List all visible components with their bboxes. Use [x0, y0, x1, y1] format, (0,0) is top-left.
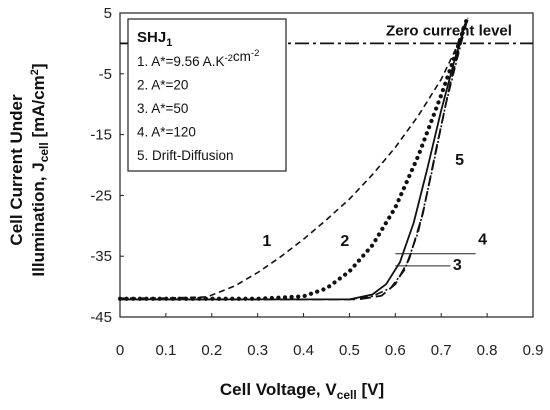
y-axis-title: Cell Current Under Illumination, Jcell […: [7, 63, 51, 276]
x-tick-label: 0.1: [155, 342, 176, 359]
x-tick-label: 0.6: [385, 342, 406, 359]
legend-entry-2: 2. A*=20: [137, 78, 188, 93]
y-tick-label: -35: [90, 248, 112, 265]
curve-label-4: 4: [478, 232, 487, 249]
curve-label-5: 5: [455, 152, 464, 169]
x-tick-label: 0.8: [477, 342, 498, 359]
series-4-line: [120, 15, 470, 301]
legend-entry-1: 1. A*=9.56 A.K-2cm-2: [137, 48, 259, 69]
series-2-line: [117, 18, 469, 301]
x-tick-label: 0.7: [431, 342, 452, 359]
series-3-line: [120, 20, 468, 301]
y-tick-label: 5: [104, 5, 112, 22]
axes: [119, 12, 534, 318]
y-tick-label: -5: [99, 66, 112, 83]
curve-label-2: 2: [340, 233, 349, 250]
legend: SHJ1 1. A*=9.56 A.K-2cm-22. A*=203. A*=5…: [127, 18, 287, 172]
y-tick-label: -15: [90, 127, 112, 144]
series-1-line: [120, 20, 468, 299]
zero-current-label: Zero current level: [386, 22, 512, 39]
x-tick-label: 0: [116, 342, 124, 359]
legend-box: [127, 18, 287, 172]
x-axis-title: Cell Voltage, Vcell [V]: [220, 380, 384, 402]
tick-labels: 0 0.1 0.2 0.3 0.4 0.5 0.6 0.7 0.8 0.95-5-15-25-35…: [90, 5, 543, 359]
legend-superscript: -2: [251, 48, 259, 59]
legend-text-part: 2. A*=20: [137, 78, 188, 93]
curve-label-3: 3: [453, 257, 462, 274]
y-axis-title-line1: Cell Current Under: [7, 94, 26, 246]
legend-text-part: 1. A*=9.56 A.K: [137, 54, 224, 69]
y-tick-label: -25: [90, 187, 112, 204]
y-axis-title-line2-main: Illumination, J: [29, 162, 48, 276]
legend-text-part: cm: [233, 49, 251, 64]
series-lines: [117, 15, 470, 301]
y-axis-title-line2-end: ]: [29, 63, 48, 69]
legend-text-part: 3. A*=50: [137, 101, 188, 116]
x-tick-label: 0.9: [523, 342, 544, 359]
legend-title-sub: 1: [166, 37, 172, 49]
legend-text-part: 4. A*=120: [137, 125, 196, 140]
y-axis-title-line2: Illumination, Jcell [mA/cm2]: [29, 63, 51, 276]
legend-entries: 1. A*=9.56 A.K-2cm-22. A*=203. A*=504. A…: [137, 48, 259, 163]
legend-entry-3: 3. A*=50: [137, 101, 188, 116]
curve-labels: 1 2 34 5: [262, 152, 487, 274]
series-5-line: [120, 17, 469, 301]
x-tick-label: 0.3: [247, 342, 268, 359]
x-tick-label: 0.2: [201, 342, 222, 359]
legend-entry-5: 5. Drift-Diffusion: [137, 148, 234, 163]
x-axis-title-sub: cell: [337, 388, 357, 402]
legend-superscript: -2: [224, 53, 232, 64]
legend-title: SHJ1: [137, 29, 172, 49]
y-axis-title-line2-sub: cell: [37, 142, 51, 162]
x-tick-label: 0.4: [293, 342, 314, 359]
legend-title-main: SHJ: [137, 29, 166, 46]
plot-frame: [119, 12, 534, 318]
curve-label-1: 1: [262, 233, 271, 250]
y-axis-title-line2-unit: [mA/cm: [29, 75, 48, 142]
x-axis-title-main: Cell Voltage, V: [220, 380, 337, 399]
x-axis-title-unit: [V]: [357, 380, 384, 399]
x-tick-label: 0.5: [339, 342, 360, 359]
legend-entry-4: 4. A*=120: [137, 125, 196, 140]
legend-text-part: 5. Drift-Diffusion: [137, 148, 234, 163]
y-axis-title-line2-sup: 2: [29, 69, 41, 75]
y-tick-label: -45: [90, 309, 112, 326]
